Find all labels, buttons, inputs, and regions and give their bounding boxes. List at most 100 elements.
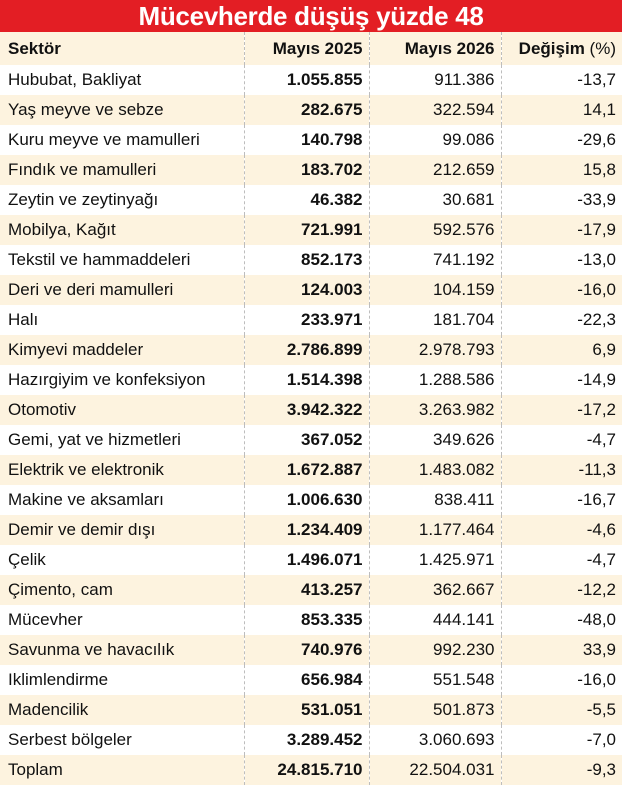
table-row: Kuru meyve ve mamulleri 140.798 99.086 -29,… [0,125,622,155]
cell-change: -4,7 [500,425,622,455]
table-row: Mücevher 853.335 444.141 -48,0 [0,605,622,635]
table-row: Tekstil ve hammaddeleri 852.173 741.192 -13… [0,245,622,275]
cell-may-2026: 22.504.031 [368,755,501,785]
cell-sector: Demir ve demir dışı [0,515,244,545]
table-row: Serbest bölgeler 3.289.452 3.060.693 -7,0 [0,725,622,755]
cell-may-2025: 367.052 [243,425,369,455]
cell-sector: Mobilya, Kağıt [0,215,244,245]
cell-change: 6,9 [500,335,622,365]
cell-change: 15,8 [500,155,622,185]
cell-sector: Iklimlendirme [8,670,109,689]
cell-may-2025: 1.055.855 [243,65,369,95]
cell-may-2026: 3.263.982 [368,395,501,425]
cell-change: -29,6 [500,125,622,155]
cell-change: 14,1 [500,95,622,125]
table-row: Fındık ve mamulleri 183.702 212.659 15,8 [0,155,622,185]
cell-may-2025: 721.991 [243,215,369,245]
header-change: Değişim (%) [500,32,622,65]
cell-may-2026: 551.548 [368,665,501,695]
cell-may-2025: 656.984 [243,665,369,695]
cell-change: 33,9 [500,635,622,665]
cell-change: -14,9 [500,365,622,395]
cell-may-2026: 1.483.082 [368,455,501,485]
cell-sector: Madencilik [0,695,244,725]
cell-change: -17,2 [500,395,622,425]
cell-sector: Otomotiv [0,395,244,425]
cell-may-2025: 233.971 [243,305,369,335]
cell-sector: Zeytin ve zeytinyağı [8,190,159,209]
cell-sector: Elektrik ve elektronik [0,455,244,485]
cell-may-2026: 212.659 [368,155,501,185]
cell-may-2026: 1.288.586 [368,365,501,395]
cell-change: -4,6 [500,515,622,545]
cell-change: -11,3 [500,455,622,485]
cell-may-2025: 3.289.452 [243,725,369,755]
header-may-2026: Mayıs 2026 [368,32,501,65]
cell-may-2025: 183.702 [243,155,369,185]
cell-may-2026: 362.667 [368,575,501,605]
cell-change: -7,0 [500,725,622,755]
cell-may-2025: 1.234.409 [243,515,369,545]
cell-may-2025: 1.514.398 [243,365,369,395]
table-row: Elektrik ve elektronik 1.672.887 1.483.082… [0,455,622,485]
table-title: Mücevherde düşüş yüzde 48 [0,0,622,32]
cell-may-2026: 911.386 [368,65,501,95]
cell-may-2026: 444.141 [368,605,501,635]
table-row: Deri ve deri mamulleri 124.003 104.159 -16,… [0,275,622,305]
table-row: Halı 233.971 181.704 -22,3 [0,305,622,335]
cell-sector: Gemi, yat ve hizmetleri [8,430,181,449]
cell-may-2026: 30.681 [368,185,501,215]
cell-may-2026: 104.159 [368,275,501,305]
cell-sector: Kuru meyve ve mamulleri [8,130,200,149]
table-row: Gemi, yat ve hizmetleri 367.052 349.626 -4,… [0,425,622,455]
cell-change: -4,7 [500,545,622,575]
table-row: Madencilik 531.051 501.873 -5,5 [0,695,622,725]
cell-may-2025: 1.496.071 [243,545,369,575]
cell-change: -12,2 [500,575,622,605]
table-row: Çelik 1.496.071 1.425.971 -4,7 [0,545,622,575]
table-row: Savunma ve havacılık 740.976 992.230 33,9 [0,635,622,665]
cell-sector: Yaş meyve ve sebze [0,95,244,125]
cell-change: -48,0 [500,605,622,635]
cell-sector: Hububat, Bakliyat [8,70,142,89]
cell-may-2026: 3.060.693 [368,725,501,755]
cell-change: -33,9 [500,185,622,215]
table-row: Yaş meyve ve sebze 282.675 322.594 14,1 [0,95,622,125]
cell-may-2026: 349.626 [368,425,501,455]
cell-may-2025: 1.672.887 [243,455,369,485]
table-body: Hububat, Bakliyat 1.055.855 911.386 -13,7 Ya… [0,65,622,785]
table-row: Hububat, Bakliyat 1.055.855 911.386 -13,7 [0,65,622,95]
cell-sector: Makine ve aksamları [8,490,164,509]
cell-change: -13,7 [500,65,622,95]
header-change-unit: (%) [589,38,616,58]
cell-may-2026: 1.425.971 [368,545,501,575]
cell-sector: Toplam [0,755,244,785]
table-row: Demir ve demir dışı 1.234.409 1.177.464 -4,… [0,515,622,545]
cell-sector: Savunma ve havacılık [0,635,244,665]
cell-sector: Serbest bölgeler [8,730,132,749]
cell-change: -22,3 [500,305,622,335]
cell-may-2026: 592.576 [368,215,501,245]
table-row: Toplam 24.815.710 22.504.031 -9,3 [0,755,622,785]
cell-may-2025: 282.675 [243,95,369,125]
cell-change: -16,7 [500,485,622,515]
cell-may-2026: 2.978.793 [368,335,501,365]
cell-sector: Hazırgiyim ve konfeksiyon [8,370,206,389]
cell-change: -16,0 [500,665,622,695]
cell-sector: Mücevher [8,610,83,629]
cell-change: -9,3 [500,755,622,785]
cell-may-2026: 99.086 [368,125,501,155]
cell-may-2025: 1.006.630 [243,485,369,515]
cell-may-2025: 124.003 [243,275,369,305]
cell-may-2025: 2.786.899 [243,335,369,365]
cell-may-2025: 413.257 [243,575,369,605]
cell-may-2025: 140.798 [243,125,369,155]
cell-change: -13,0 [500,245,622,275]
table-row: Kimyevi maddeler 2.786.899 2.978.793 6,9 [0,335,622,365]
cell-may-2026: 322.594 [368,95,501,125]
cell-change: -17,9 [500,215,622,245]
cell-sector: Halı [8,310,39,329]
header-may-2025: Mayıs 2025 [243,32,369,65]
cell-change: -16,0 [500,275,622,305]
